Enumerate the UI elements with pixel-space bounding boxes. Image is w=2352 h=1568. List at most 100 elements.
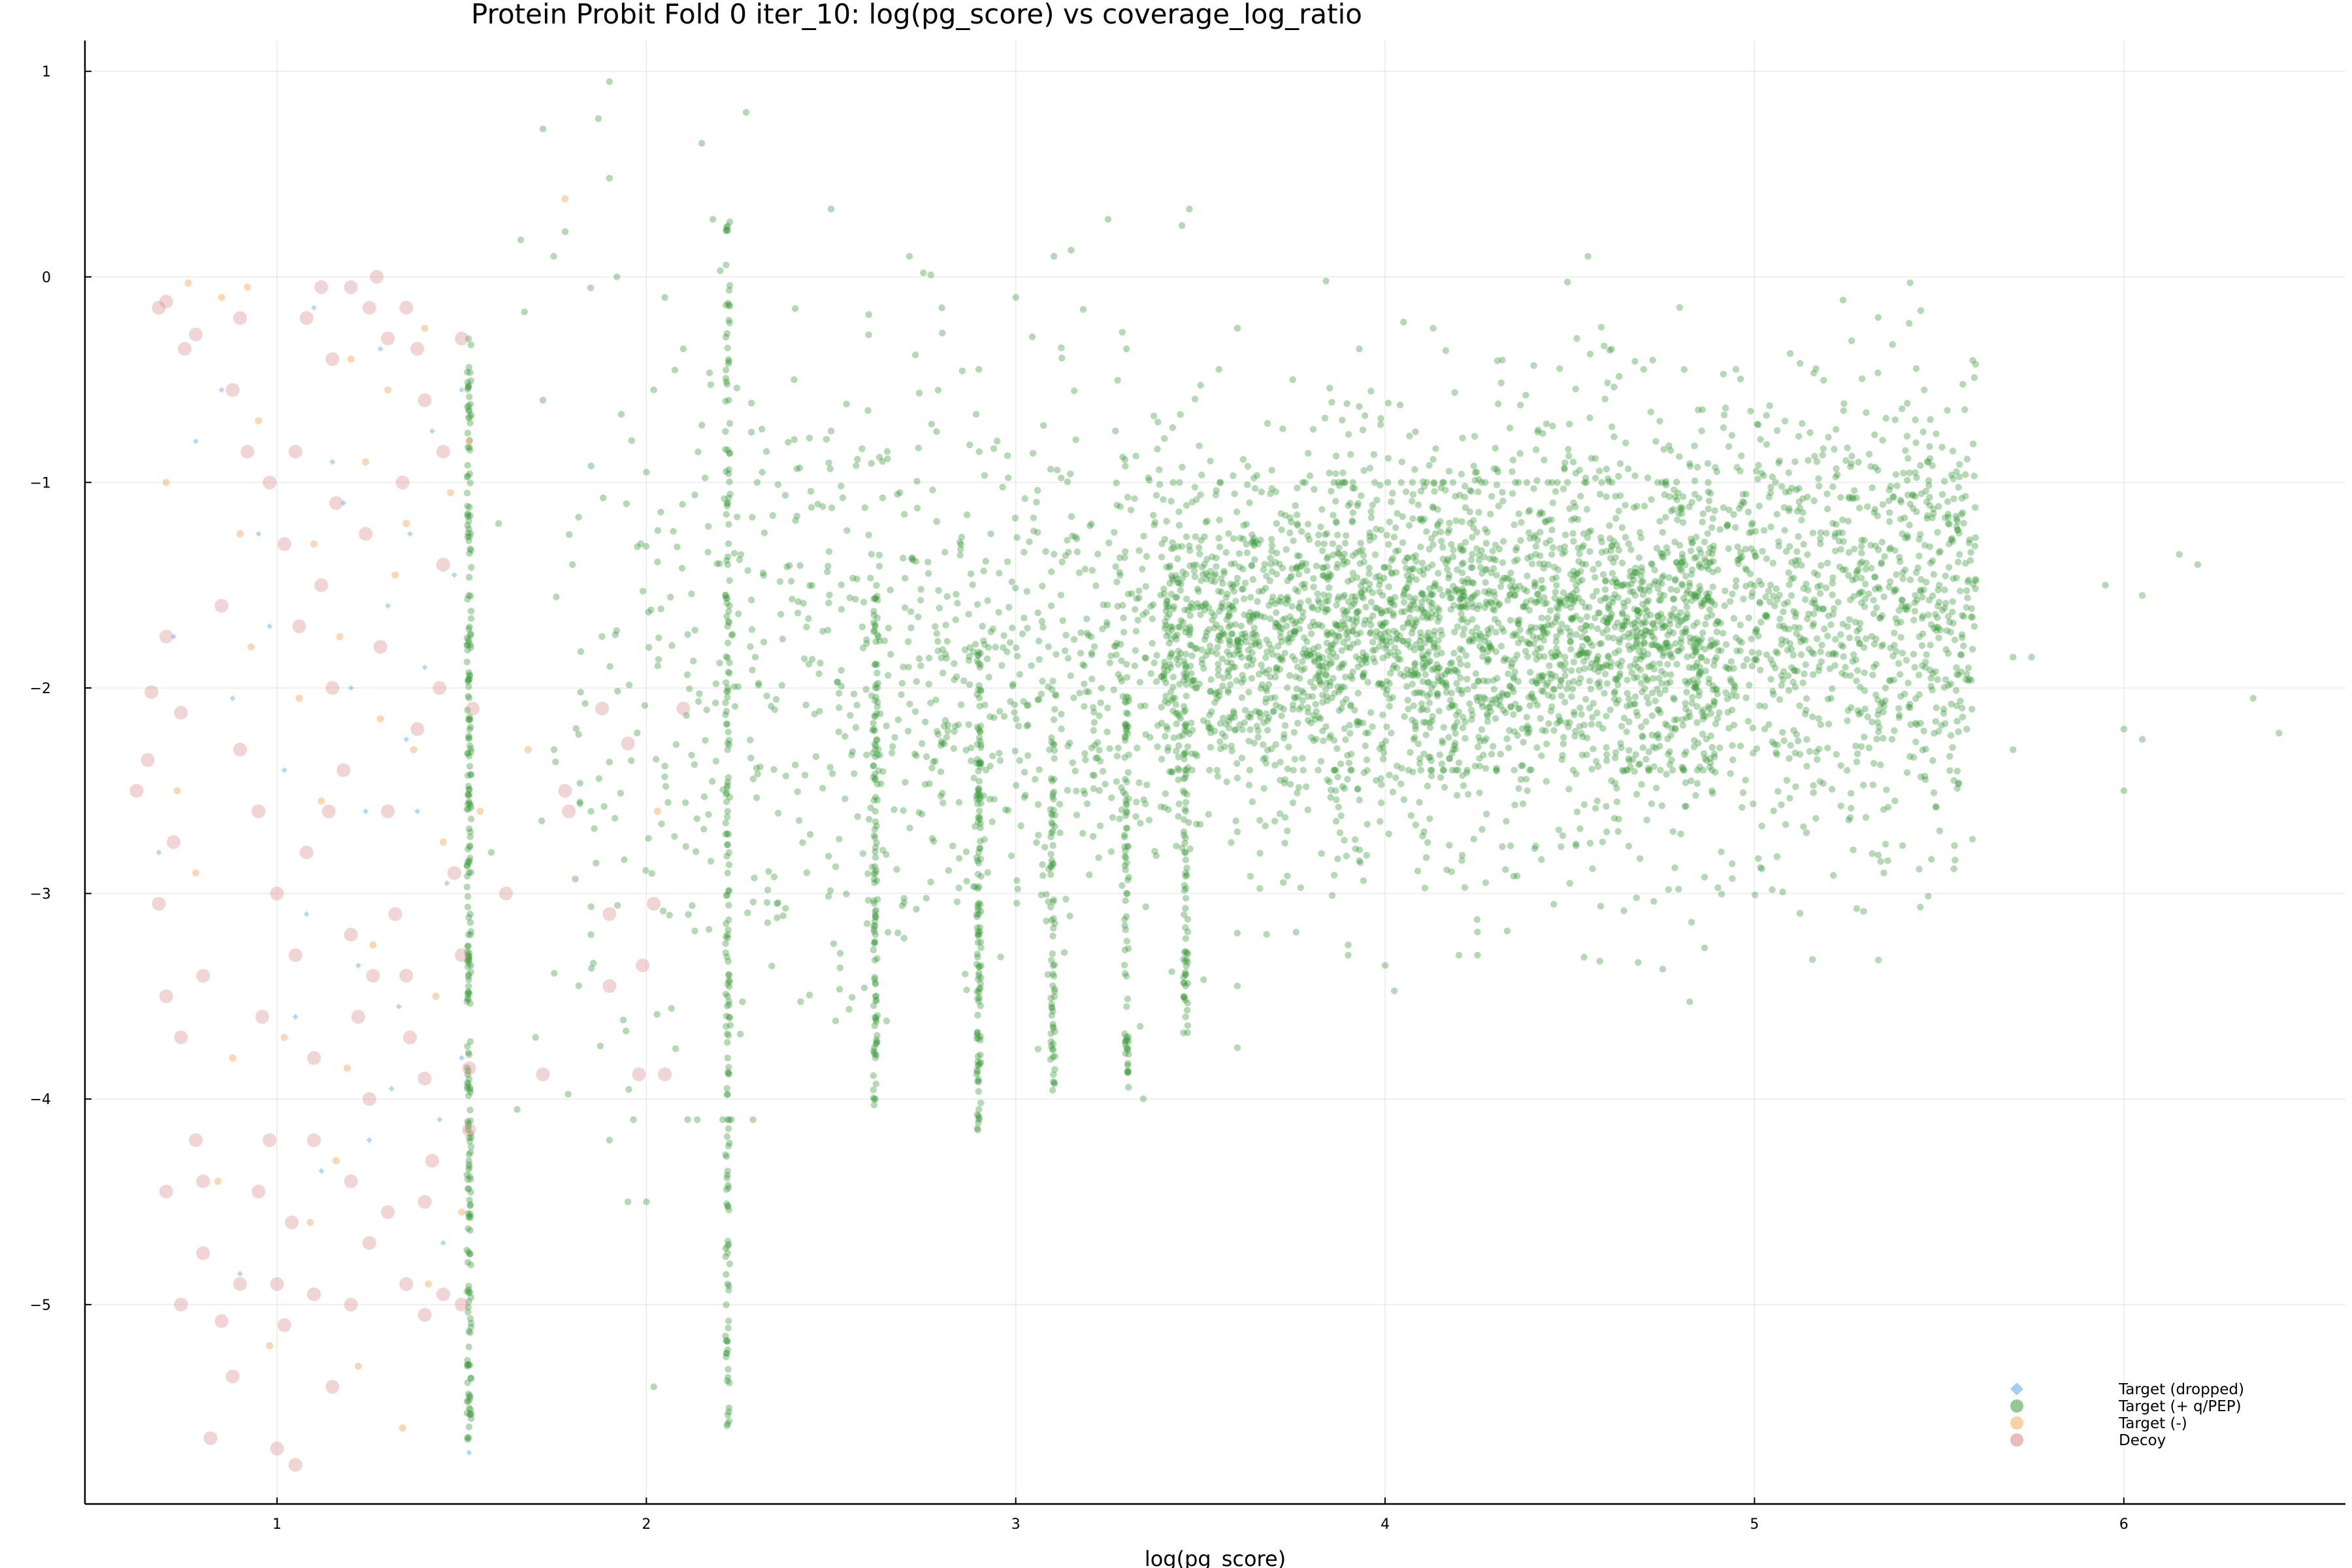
data-point (957, 701, 965, 708)
data-point (987, 530, 994, 538)
data-point (1455, 686, 1462, 693)
data-point (986, 795, 994, 803)
data-point (1016, 757, 1023, 764)
data-point (1282, 600, 1290, 607)
data-point (1947, 732, 1955, 739)
data-point (1705, 676, 1713, 683)
data-point (1117, 572, 1124, 579)
data-point (1469, 635, 1477, 642)
data-point (1047, 602, 1055, 610)
data-point (1188, 727, 1196, 734)
data-point (1555, 826, 1563, 834)
data-point (1276, 810, 1284, 817)
data-point (1778, 483, 1786, 490)
data-point (1785, 687, 1793, 694)
data-point (1081, 566, 1089, 573)
data-point (1763, 612, 1771, 619)
data-point (1565, 679, 1573, 687)
data-point (1405, 766, 1412, 774)
data-point (1532, 543, 1540, 550)
data-point (996, 708, 1004, 715)
data-point (1687, 547, 1695, 555)
data-point (1470, 517, 1477, 524)
data-point (1818, 642, 1825, 649)
data-point (1341, 540, 1349, 547)
data-point (1438, 760, 1446, 768)
data-point (1705, 549, 1712, 557)
data-point (1301, 665, 1308, 672)
data-point (1365, 570, 1373, 578)
data-point (1829, 574, 1837, 581)
data-point (1349, 628, 1357, 635)
data-point (1176, 479, 1183, 486)
data-point (896, 489, 904, 497)
data-point (1784, 672, 1792, 679)
data-point (1629, 588, 1637, 595)
data-point (917, 585, 924, 593)
data-point (1769, 592, 1777, 600)
data-point (1688, 597, 1695, 604)
data-point (1630, 576, 1637, 584)
data-point (1664, 661, 1671, 668)
data-point (1816, 663, 1823, 670)
data-point (1038, 617, 1046, 625)
data-point (937, 768, 945, 776)
data-point (764, 919, 772, 926)
data-point (700, 825, 708, 833)
data-point (1666, 493, 1673, 500)
data-point (868, 460, 875, 467)
data-point (1897, 618, 1904, 626)
data-point (1209, 553, 1216, 561)
data-point (1092, 755, 1100, 762)
data-point (1448, 689, 1455, 696)
data-point (1583, 751, 1590, 759)
data-point (292, 1013, 299, 1020)
data-point (1363, 756, 1371, 764)
data-point (1258, 488, 1266, 496)
data-point (1288, 617, 1296, 624)
data-point (712, 680, 720, 687)
data-point (1686, 463, 1694, 470)
data-point (1516, 401, 1524, 409)
data-point (1175, 521, 1183, 529)
data-point (1767, 676, 1774, 683)
data-point (1912, 738, 1919, 745)
data-point (1926, 493, 1933, 501)
data-point (1475, 734, 1482, 741)
data-point (1284, 684, 1291, 691)
data-point (1543, 420, 1550, 427)
data-point (966, 653, 973, 660)
data-point (1963, 725, 1970, 733)
data-point (1748, 545, 1755, 552)
data-point (1386, 670, 1394, 677)
data-point (1011, 701, 1019, 708)
data-point (1051, 823, 1058, 830)
data-point (1558, 621, 1565, 628)
data-point (1217, 625, 1224, 632)
data-point (1865, 450, 1873, 458)
data-point (1917, 719, 1924, 727)
data-point (1835, 529, 1842, 536)
data-point (1949, 538, 1957, 545)
data-point (1475, 488, 1482, 496)
data-point (1170, 544, 1177, 551)
data-point (1524, 730, 1531, 737)
data-point (1854, 707, 1861, 715)
data-point (992, 644, 999, 651)
data-point (1358, 492, 1365, 500)
data-point (693, 815, 701, 823)
data-point (1274, 642, 1282, 650)
data-point (1628, 669, 1635, 677)
data-point (1393, 762, 1401, 770)
data-point (255, 531, 262, 537)
data-point (1190, 567, 1198, 575)
data-point (1477, 564, 1484, 571)
data-point (1332, 470, 1339, 478)
data-point (1845, 549, 1853, 556)
data-point (1411, 661, 1418, 668)
data-point (1959, 509, 1967, 517)
data-point (1756, 702, 1763, 710)
data-point (1903, 476, 1911, 484)
data-point (1676, 304, 1684, 311)
data-point (1382, 690, 1390, 698)
